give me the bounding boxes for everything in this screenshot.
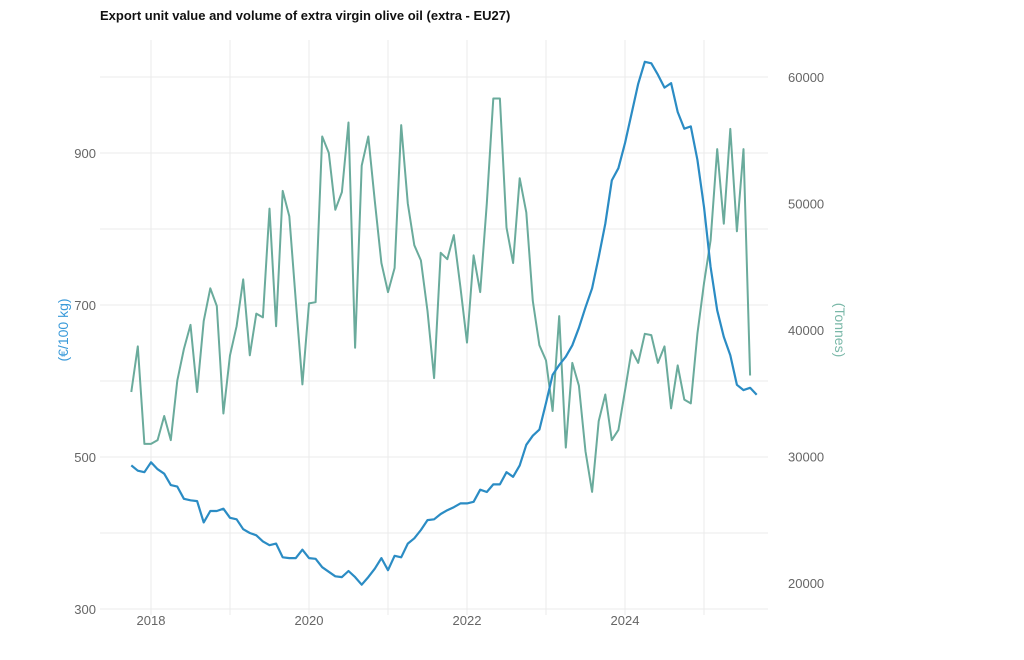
x-tick-label: 2022 xyxy=(453,613,482,628)
x-axis-ticks: 2018 2020 2022 2024 xyxy=(137,613,640,628)
chart-title: Export unit value and volume of extra vi… xyxy=(100,8,511,23)
left-axis-label: (€/100 kg) xyxy=(55,298,71,361)
right-tick-label: 50000 xyxy=(788,197,824,212)
volume-points xyxy=(131,98,751,492)
right-tick-label: 30000 xyxy=(788,450,824,465)
right-tick-label: 20000 xyxy=(788,576,824,591)
left-tick-label: 900 xyxy=(74,146,96,161)
right-tick-label: 40000 xyxy=(788,323,824,338)
right-tick-label: 60000 xyxy=(788,70,824,85)
right-axis-ticks: 20000 30000 40000 50000 60000 xyxy=(788,70,824,591)
left-tick-label: 500 xyxy=(74,450,96,465)
gridlines xyxy=(100,40,768,615)
price-series-line xyxy=(130,60,758,586)
x-tick-label: 2024 xyxy=(611,613,640,628)
price-points xyxy=(131,61,757,585)
x-tick-label: 2018 xyxy=(137,613,166,628)
left-tick-label: 700 xyxy=(74,298,96,313)
x-tick-label: 2020 xyxy=(295,613,324,628)
left-tick-label: 300 xyxy=(74,602,96,617)
left-axis-ticks: 300 500 700 900 xyxy=(74,146,96,617)
right-axis-label: (Tonnes) xyxy=(832,303,848,357)
series-lines xyxy=(130,60,758,586)
volume-series-line xyxy=(130,97,752,493)
